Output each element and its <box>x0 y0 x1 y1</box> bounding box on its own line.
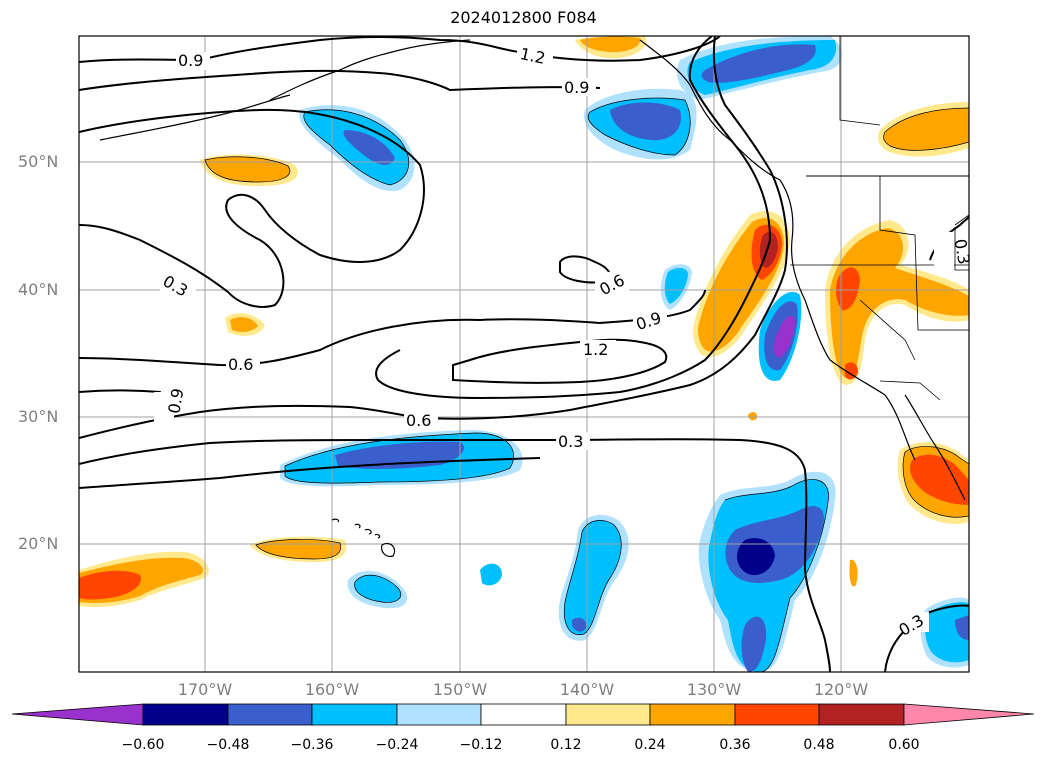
lon-label-130w: 130°W <box>686 680 742 699</box>
lon-label-150w: 150°W <box>432 680 488 699</box>
colorbar-tick: −0.48 <box>206 737 250 753</box>
colorbar-tick: −0.60 <box>121 737 165 753</box>
colorbar-tick: 0.48 <box>803 737 835 753</box>
lat-label-40n: 40°N <box>18 280 59 299</box>
contour-label: 0.3 <box>950 237 973 265</box>
lon-label-140w: 140°W <box>559 680 615 699</box>
anomaly-fill-layer <box>79 36 969 672</box>
colorbar-min-arrow <box>11 703 144 726</box>
colorbar-tick: 0.60 <box>888 737 920 753</box>
contour-label: 0.9 <box>164 387 187 415</box>
contour-label: 1.2 <box>583 340 608 359</box>
lon-label-170w: 170°W <box>177 680 233 699</box>
contour-label: 0.9 <box>178 51 203 70</box>
colorbar-tick: −0.36 <box>290 737 334 753</box>
contour-label: 0.9 <box>564 78 589 97</box>
plot-frame <box>78 35 970 673</box>
positive-anomaly-fills <box>79 36 969 608</box>
colorbar <box>11 703 1035 726</box>
colorbar-tick: −0.12 <box>459 737 503 753</box>
contour-label: 0.6 <box>406 411 431 430</box>
colorbar-tick: 0.12 <box>550 737 582 753</box>
colorbar-max-arrow <box>903 703 1035 726</box>
contour-label: 1.2 <box>518 44 547 68</box>
contour-label: 0.3 <box>558 432 583 451</box>
map-title: 2024012800 F084 <box>450 8 597 27</box>
contour-label: 0.6 <box>228 355 253 374</box>
colorbar-tick: 0.36 <box>719 737 751 753</box>
lon-label-120w: 120°W <box>813 680 869 699</box>
lat-label-50n: 50°N <box>18 152 59 171</box>
lon-label-160w: 160°W <box>304 680 360 699</box>
colorbar-tick: 0.24 <box>634 737 666 753</box>
colorbar-tick: −0.24 <box>375 737 419 753</box>
lat-label-20n: 20°N <box>18 534 59 553</box>
hawaii-islands <box>331 518 396 557</box>
negative-anomaly-fills <box>280 36 969 672</box>
lat-label-30n: 30°N <box>18 407 59 426</box>
